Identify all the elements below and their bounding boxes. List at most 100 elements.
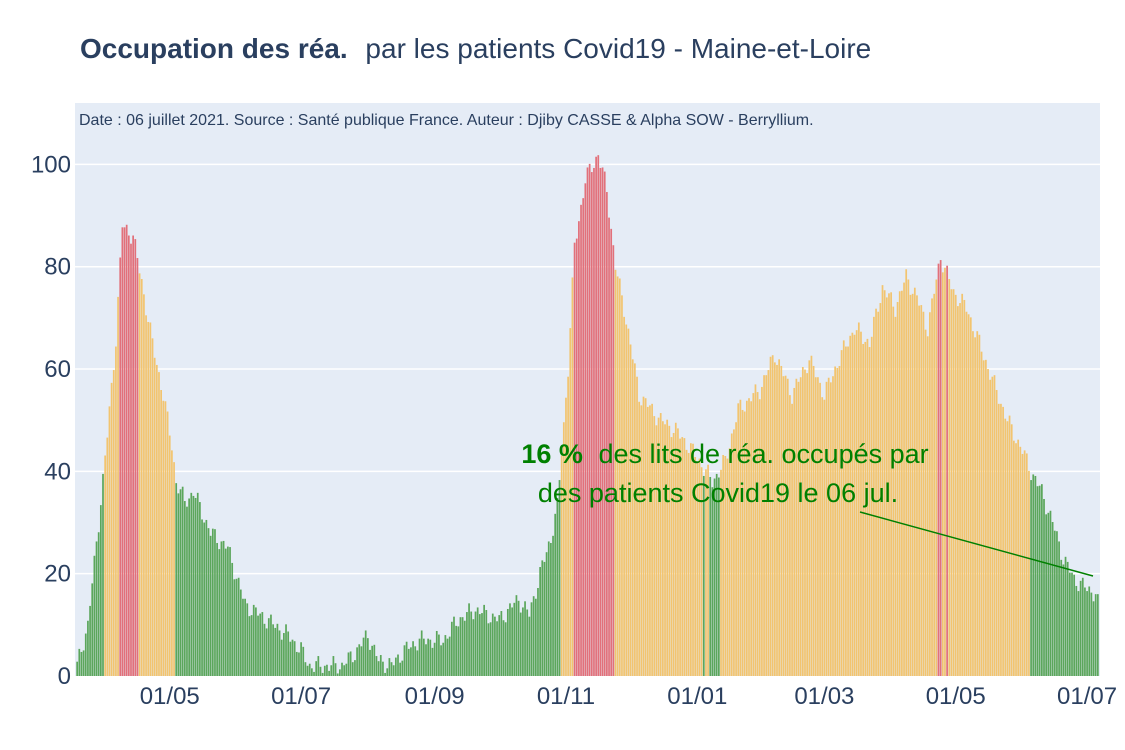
bar	[855, 330, 858, 676]
bar	[119, 257, 122, 676]
bar	[244, 598, 246, 676]
bar	[946, 265, 948, 676]
bar	[883, 290, 886, 676]
bar	[315, 661, 318, 676]
bar	[741, 409, 744, 676]
bar	[601, 167, 604, 676]
bar	[571, 277, 574, 676]
bar	[205, 519, 208, 676]
bar	[827, 377, 830, 676]
bar	[870, 336, 873, 676]
bar	[388, 658, 391, 676]
bar	[993, 375, 996, 676]
bar	[295, 651, 298, 676]
bar	[773, 362, 776, 676]
bar	[145, 315, 147, 676]
bar	[360, 646, 363, 676]
bar	[836, 368, 839, 676]
bar	[515, 595, 518, 676]
bar	[646, 406, 649, 676]
bar	[345, 663, 348, 676]
bar	[379, 655, 382, 676]
bar	[578, 221, 580, 676]
bar	[707, 464, 709, 676]
bar	[974, 337, 976, 676]
bar	[954, 294, 957, 676]
bar	[186, 506, 188, 676]
annotation-line-1: 16 % des lits de réa. occupés par	[521, 439, 928, 469]
bar	[263, 623, 266, 676]
bar	[181, 486, 184, 676]
bar	[821, 397, 824, 676]
bar	[1038, 485, 1041, 676]
bar	[666, 419, 669, 676]
bar	[864, 341, 867, 676]
bar	[715, 473, 718, 676]
bar	[584, 183, 587, 676]
bar	[399, 662, 402, 676]
y-tick-label: 0	[58, 663, 71, 690]
bar	[825, 381, 828, 676]
bar	[552, 535, 554, 676]
bar	[466, 612, 468, 676]
x-tick-label: 01/03	[794, 683, 854, 710]
bar	[997, 403, 1000, 676]
bar	[433, 642, 436, 676]
bar	[698, 458, 701, 676]
bar	[556, 497, 559, 676]
bar	[246, 603, 249, 676]
bar	[207, 528, 210, 676]
bar	[752, 393, 755, 676]
bar	[377, 661, 380, 676]
bar	[1062, 564, 1065, 676]
bar	[87, 620, 89, 676]
bar	[267, 618, 270, 676]
bar	[199, 502, 201, 676]
bar	[683, 438, 686, 676]
bar	[132, 235, 135, 676]
bar	[306, 665, 309, 676]
bar	[321, 672, 324, 676]
bar	[586, 167, 589, 676]
bar	[509, 603, 511, 676]
bar	[382, 661, 384, 676]
bar	[1030, 480, 1032, 676]
bar	[95, 541, 98, 676]
bar	[737, 403, 740, 676]
bar	[446, 638, 449, 676]
bar	[151, 338, 154, 676]
bar	[237, 577, 240, 676]
bar	[179, 489, 182, 676]
bar	[155, 364, 158, 676]
bar	[1006, 421, 1009, 676]
bar	[771, 355, 774, 676]
bar	[627, 328, 630, 676]
bar	[1051, 522, 1054, 676]
bar	[907, 279, 910, 676]
bar	[985, 359, 987, 676]
bar	[1023, 450, 1026, 676]
x-tick-label: 01/05	[140, 683, 200, 710]
bar	[659, 413, 662, 676]
bar	[1045, 514, 1048, 676]
bar	[793, 387, 796, 676]
bar	[444, 635, 447, 676]
bar	[106, 437, 109, 676]
bar	[1084, 587, 1086, 676]
bar	[728, 448, 731, 676]
bar	[1056, 531, 1058, 676]
bar	[1064, 556, 1067, 676]
bar	[401, 660, 404, 676]
bar	[1081, 577, 1084, 676]
bar	[672, 432, 675, 676]
bar	[791, 403, 793, 676]
bar	[980, 351, 983, 676]
bar	[392, 665, 395, 676]
bar	[440, 645, 442, 676]
bar	[524, 601, 526, 676]
bar	[638, 401, 641, 676]
bar	[913, 287, 916, 676]
bar	[901, 290, 903, 676]
bar	[1015, 443, 1017, 676]
bar	[487, 623, 490, 676]
